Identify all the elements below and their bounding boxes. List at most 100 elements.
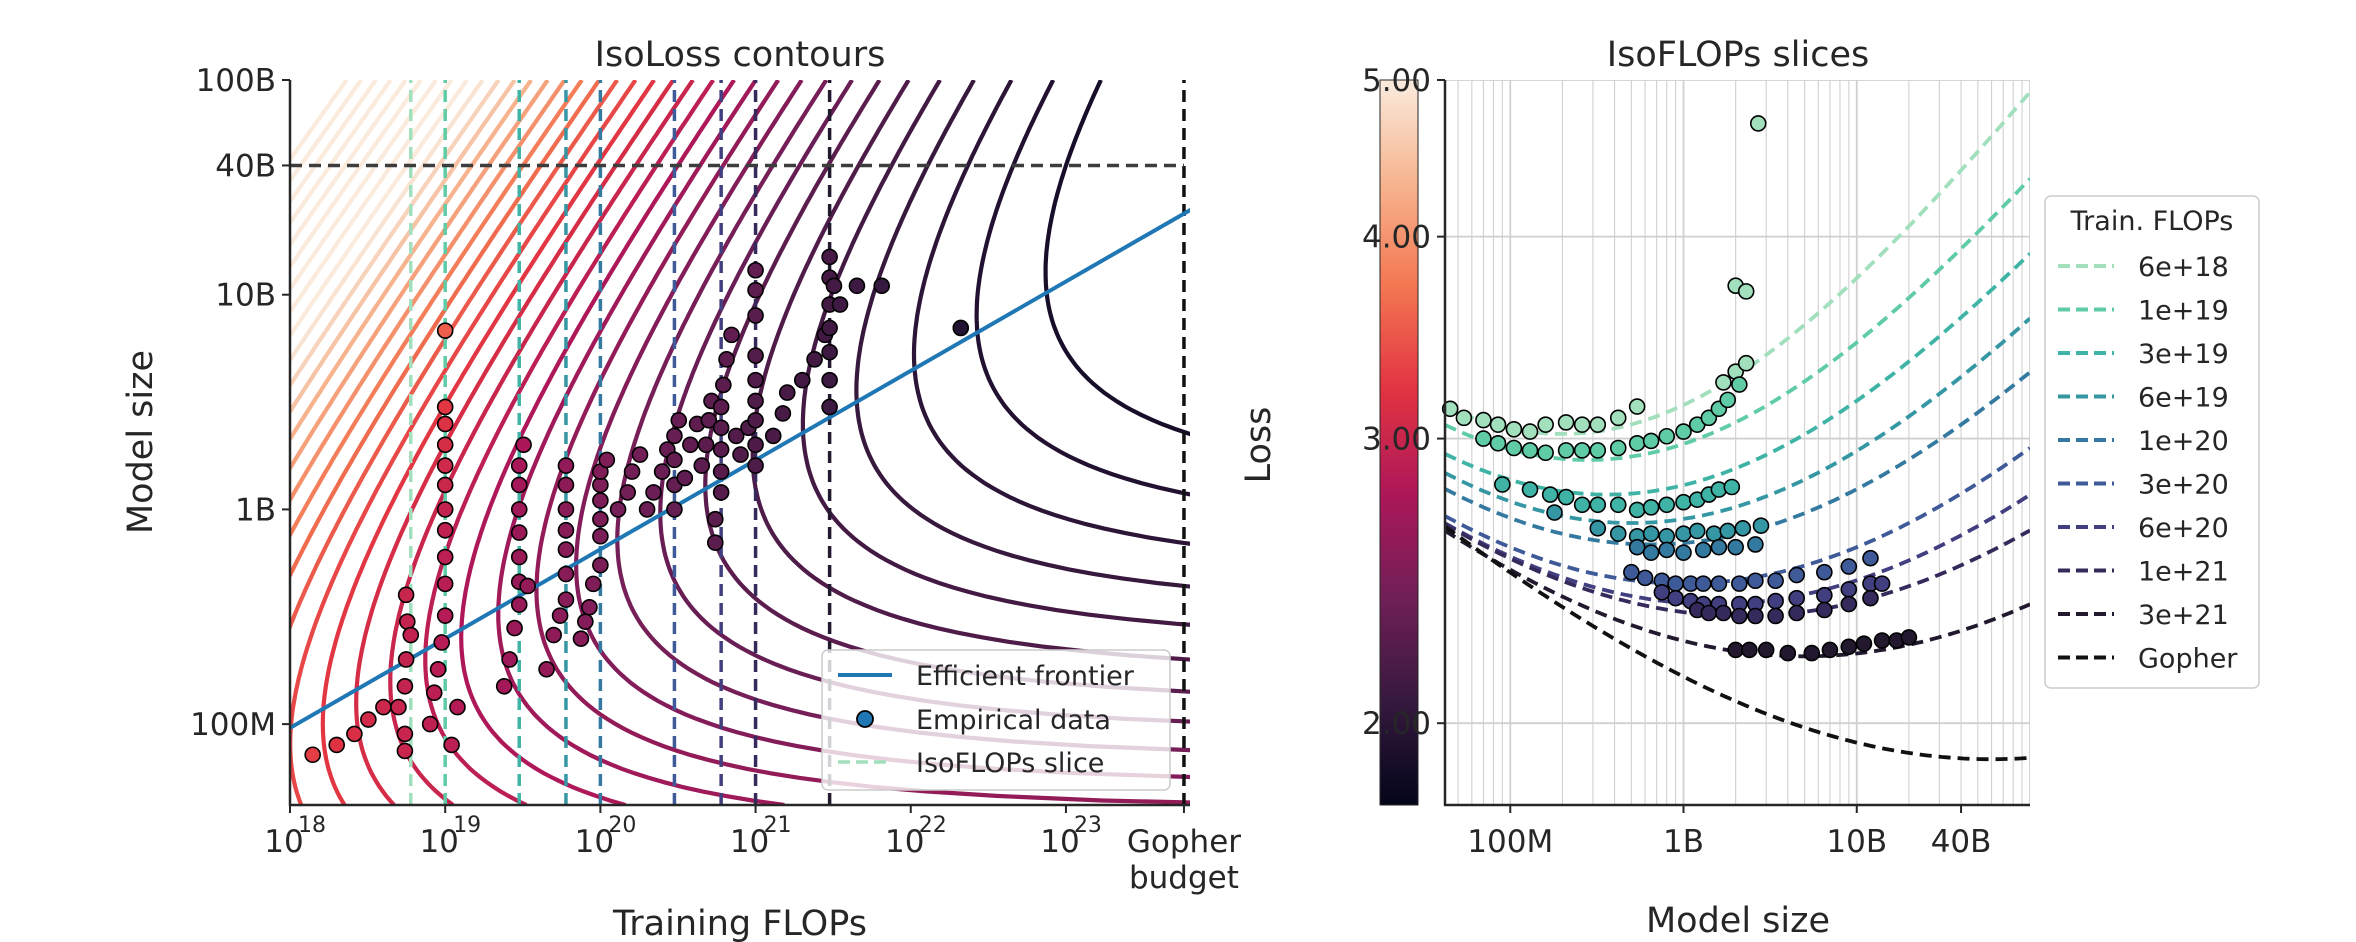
isoflops-data-point: [1816, 586, 1833, 604]
colorbar: [1379, 79, 1419, 806]
isoflops-data-point: [1700, 604, 1718, 622]
isoloss-contour-line: [496, 80, 785, 805]
empirical-data-point: [700, 412, 718, 429]
empirical-data-point: [510, 596, 528, 613]
empirical-data-point: [572, 630, 590, 647]
empirical-data-point: [436, 457, 454, 474]
isoflops-data-point: [1642, 499, 1660, 516]
isoflops-data-point: [1589, 442, 1607, 459]
isoloss-contour-line: [320, 80, 656, 805]
right-legend-label: 1e+20: [2138, 426, 2229, 457]
empirical-data-point: [712, 419, 730, 437]
empirical-data-point: [402, 626, 420, 644]
isoflops-data-point: [1475, 411, 1492, 429]
isoflops-data-point: [1821, 641, 1839, 659]
empirical-data-point: [557, 565, 575, 583]
isoloss-contour-line: [290, 80, 567, 505]
empirical-data-point: [396, 678, 414, 695]
isoflops-data-point: [1873, 575, 1891, 592]
isoflops-data-point: [1653, 583, 1671, 601]
empirical-data-point: [592, 510, 609, 528]
isoflops-data-point: [1731, 575, 1748, 592]
left-x-tick-exponent: 21: [764, 813, 792, 838]
left-y-tick-label: 100M: [190, 707, 276, 743]
isoflops-data-point: [1727, 641, 1744, 659]
isoloss-contour-line: [290, 80, 602, 580]
empirical-data-point: [584, 575, 602, 593]
isoflops-data-point: [1757, 641, 1775, 659]
empirical-data-point: [676, 469, 694, 487]
empirical-data-point: [360, 711, 377, 728]
empirical-data-point: [631, 446, 649, 463]
isoflops-data-point: [1767, 607, 1784, 625]
empirical-data-point: [706, 510, 724, 528]
empirical-data-point: [436, 398, 454, 416]
empirical-data-point: [436, 575, 454, 593]
isoflops-data-point: [1862, 549, 1879, 567]
empirical-data-point: [693, 457, 711, 474]
isoflops-data-point: [1658, 528, 1676, 545]
isoflops-data-point: [1521, 423, 1539, 440]
isoflops-data-point: [1862, 589, 1879, 607]
empirical-data-point: [510, 476, 528, 494]
isoflops-data-point: [1752, 517, 1770, 534]
empirical-data-point: [449, 698, 466, 716]
empirical-data-point: [747, 392, 764, 410]
empirical-data-point: [557, 501, 575, 518]
isoflops-data-point: [1642, 432, 1660, 450]
legend-empirical-swatch: [856, 710, 874, 728]
right-x-tick-label: 10B: [1826, 824, 1887, 860]
empirical-data-point: [425, 684, 443, 702]
isoflops-data-point: [1900, 629, 1918, 646]
right-legend-label: Gopher: [2138, 644, 2238, 675]
isoloss-contour-line: [290, 80, 638, 805]
empirical-data-point: [778, 384, 796, 401]
empirical-data-point: [443, 736, 460, 754]
empirical-data-point: [723, 326, 740, 344]
left-x-tick-label: 10: [730, 824, 769, 860]
left-x-tick-label: 10: [419, 824, 458, 860]
empirical-data-point: [706, 534, 724, 551]
isoflops-data-point: [1557, 442, 1575, 459]
empirical-data-point: [747, 457, 764, 474]
left-legend-box: [821, 649, 1171, 791]
right-y-tick-label: 4.00: [1362, 220, 1431, 256]
isoflops-data-point: [1779, 644, 1797, 662]
isoflops-data-point: [1628, 398, 1646, 415]
isoflops-data-point: [1521, 442, 1539, 459]
empirical-data-point: [952, 319, 970, 337]
right-legend: Train. FLOPs 6e+18 1e+19 3e+19 6e+19 1e+20 3e…: [2044, 195, 2260, 689]
empirical-data-point: [831, 296, 849, 313]
empirical-data-point: [433, 634, 451, 651]
isoflops-data-point: [1694, 575, 1712, 592]
isoflops-data-point: [1767, 592, 1784, 610]
empirical-data-point: [747, 347, 764, 364]
isoflops-fit-curve: [1445, 525, 2030, 762]
isoloss-contour-line: [290, 80, 550, 473]
empirical-data-point: [645, 484, 662, 501]
isoflops-data-point: [1788, 566, 1805, 584]
isoflops-panel: IsoFLOPs slices 100M 1B 10B 40B 2.00 3.00 4.0…: [1239, 35, 2260, 941]
right-y-ticks: 2.00 3.00 4.00 5.00: [1362, 63, 1445, 742]
empirical-data-point: [732, 446, 749, 463]
empirical-data-point: [510, 524, 528, 541]
isoflops-data-point: [1710, 575, 1728, 592]
right-legend-label: 6e+20: [2138, 513, 2229, 544]
isoflops-data-point: [1489, 434, 1507, 452]
isoloss-contour-line: [290, 80, 378, 206]
empirical-data-points: [304, 248, 970, 764]
empirical-data-point: [821, 319, 838, 337]
empirical-data-point: [436, 607, 454, 624]
isoflops-data-point: [1688, 522, 1706, 540]
right-legend-label: 3e+20: [2138, 470, 2229, 501]
isoflops-fit-curve: [1445, 177, 2030, 462]
empirical-data-point: [712, 463, 730, 480]
empirical-data-point: [557, 591, 575, 608]
isoloss-contour-line: [974, 80, 1190, 497]
legend-label-efficient-frontier: Efficient frontier: [916, 661, 1135, 692]
empirical-data-point: [718, 351, 735, 368]
empirical-data-point: [436, 322, 454, 339]
isoloss-contour-line: [290, 80, 454, 316]
isoflops-data-point: [1741, 641, 1758, 659]
